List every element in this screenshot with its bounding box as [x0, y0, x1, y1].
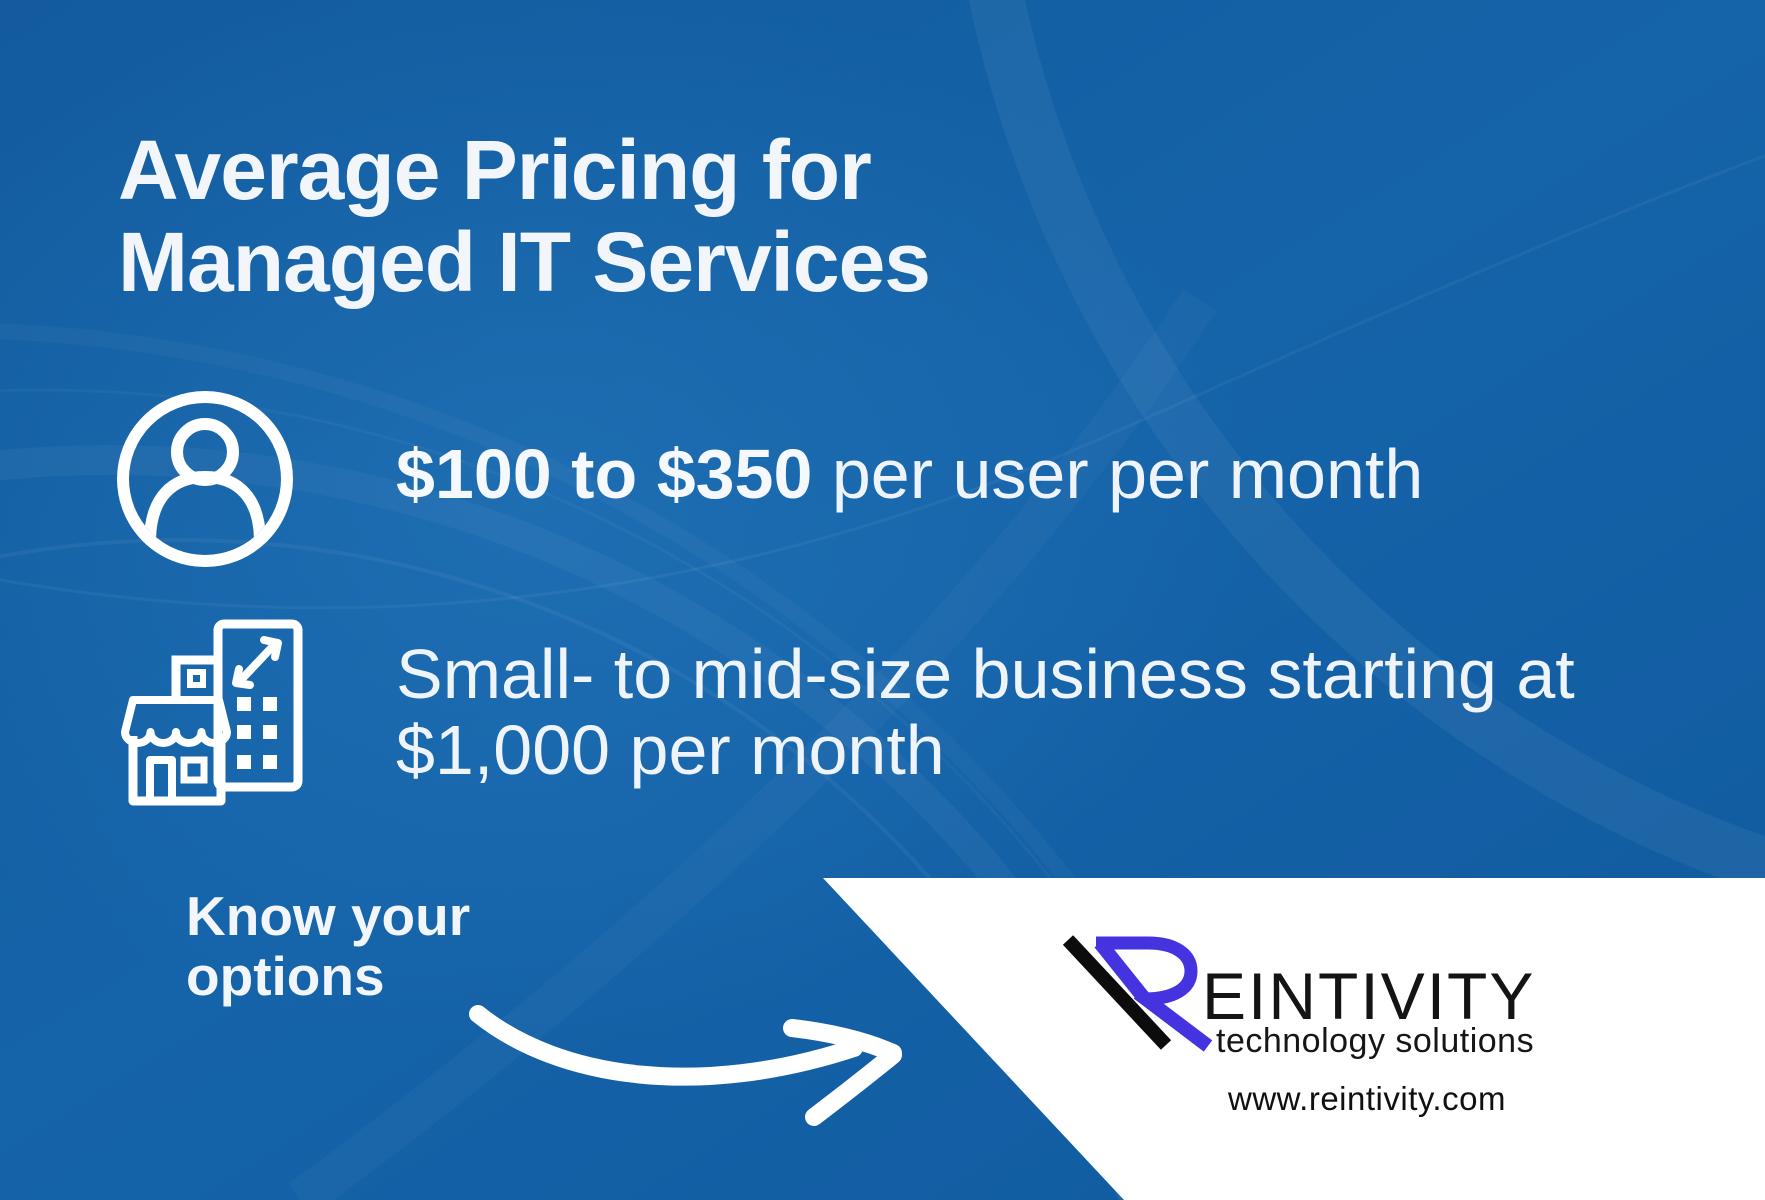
cta-line-1: Know your — [186, 885, 471, 947]
hand-drawn-arrow-right-icon — [469, 1005, 902, 1126]
pricing-item-per-user-text: $100 to $350 per user per month — [396, 438, 1423, 510]
cta-line-2: options — [186, 945, 385, 1007]
business-pricing-line-1: Small- to mid-size business starting at — [396, 635, 1575, 713]
page-title-line-1: Average Pricing for — [118, 123, 872, 217]
price-unit-text: per user per month — [812, 435, 1424, 513]
page-title-line-2: Managed IT Services — [118, 215, 931, 309]
pricing-item-business-text: Small- to mid-size business starting at … — [396, 636, 1575, 788]
price-range-text: $100 to $350 — [396, 435, 813, 513]
business-pricing-line-2: $1,000 per month — [396, 711, 945, 789]
business-growth-icon — [121, 619, 303, 806]
user-icon — [117, 391, 293, 567]
brand-wordmark: EINTIVITY — [1202, 959, 1536, 1033]
reintivity-logo-icon — [1062, 935, 1213, 1052]
brand-website-url[interactable]: www.reintivity.com — [1228, 1080, 1506, 1117]
brand-tagline: technology solutions — [1216, 1022, 1535, 1060]
page-title: Average Pricing for Managed IT Services — [118, 123, 931, 309]
know-your-options-label: Know your options — [186, 886, 470, 1006]
